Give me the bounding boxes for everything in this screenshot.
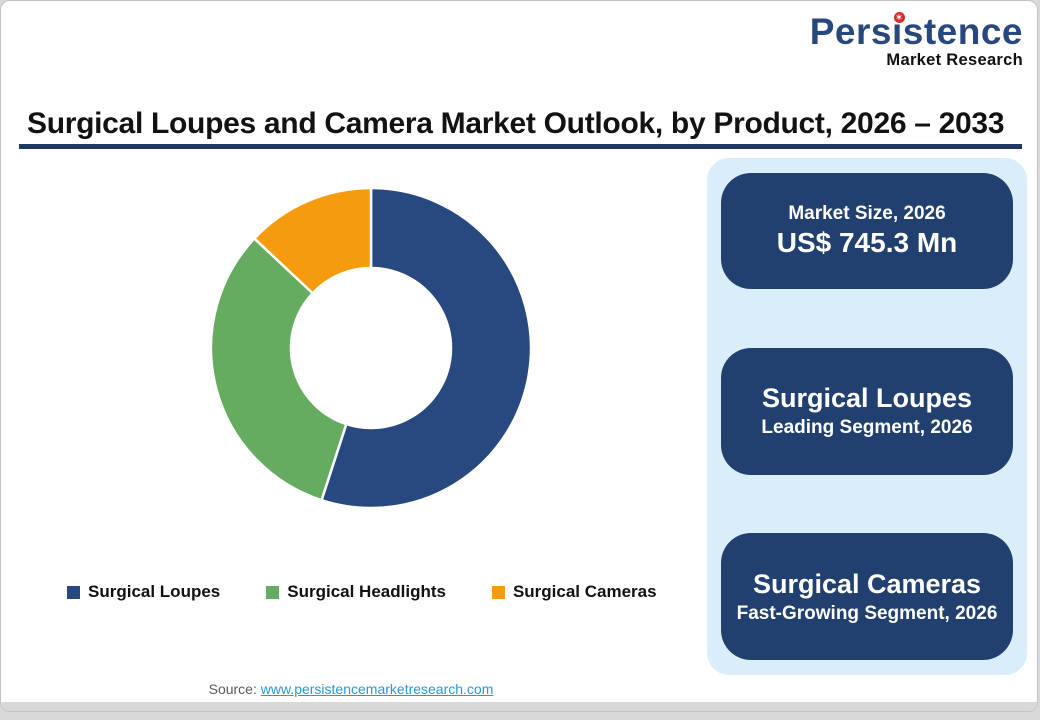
brand-tagline: Market Research (886, 51, 1023, 69)
brand-text: Persistence (809, 11, 1023, 52)
legend-item-surgical-cameras: Surgical Cameras (491, 582, 657, 602)
card-value: Surgical Loupes (761, 383, 973, 414)
card-label: Market Size, 2026 (788, 202, 946, 224)
legend-item-surgical-loupes: Surgical Loupes (67, 582, 220, 602)
legend-swatch-surgical-loupes (67, 585, 80, 599)
legend-label: Surgical Cameras (512, 582, 657, 601)
donut-slice-surgical-cameras (253, 186, 373, 295)
donut-chart (209, 186, 533, 510)
logo-star-icon: ✶ (893, 12, 905, 23)
chart-legend: Surgical Loupes Surgical Headlights Surg… (67, 582, 657, 602)
source-label: Source: (208, 681, 257, 697)
card-label: Leading Segment, 2026 (761, 417, 973, 438)
page-title: Surgical Loupes and Camera Market Outloo… (27, 107, 1005, 140)
highlight-panel: Market Size, 2026 US$ 745.3 Mn Surgical … (707, 158, 1027, 675)
market-size-card: Market Size, 2026 US$ 745.3 Mn (721, 173, 1013, 289)
legend-item-surgical-headlights: Surgical Headlights (266, 582, 446, 602)
legend-label: Surgical Loupes (88, 582, 221, 601)
source-link[interactable]: www.persistencemarketresearch.com (260, 681, 494, 697)
donut-slice-surgical-headlights (209, 237, 348, 502)
card-value: Surgical Cameras (752, 568, 982, 599)
title-underline (19, 144, 1022, 149)
card-value: US$ 745.3 Mn (776, 227, 958, 259)
card-label: Fast-Growing Segment, 2026 (736, 602, 998, 624)
brand-name: Persistence ✶ (809, 11, 1023, 52)
source-line: Source: www.persistencemarketresearch.co… (1, 681, 701, 697)
legend-label: Surgical Headlights (287, 582, 446, 601)
legend-swatch-surgical-cameras (491, 585, 505, 599)
bottom-shadow-strip (1, 702, 1037, 711)
donut-slice-surgical-loupes (320, 186, 533, 510)
legend-swatch-surgical-headlights (266, 585, 280, 599)
fast-growing-segment-card: Surgical Cameras Fast-Growing Segment, 2… (721, 533, 1013, 660)
brand-logo: Persistence ✶ Market Research (809, 11, 1023, 69)
leading-segment-card: Surgical Loupes Leading Segment, 2026 (721, 347, 1013, 475)
